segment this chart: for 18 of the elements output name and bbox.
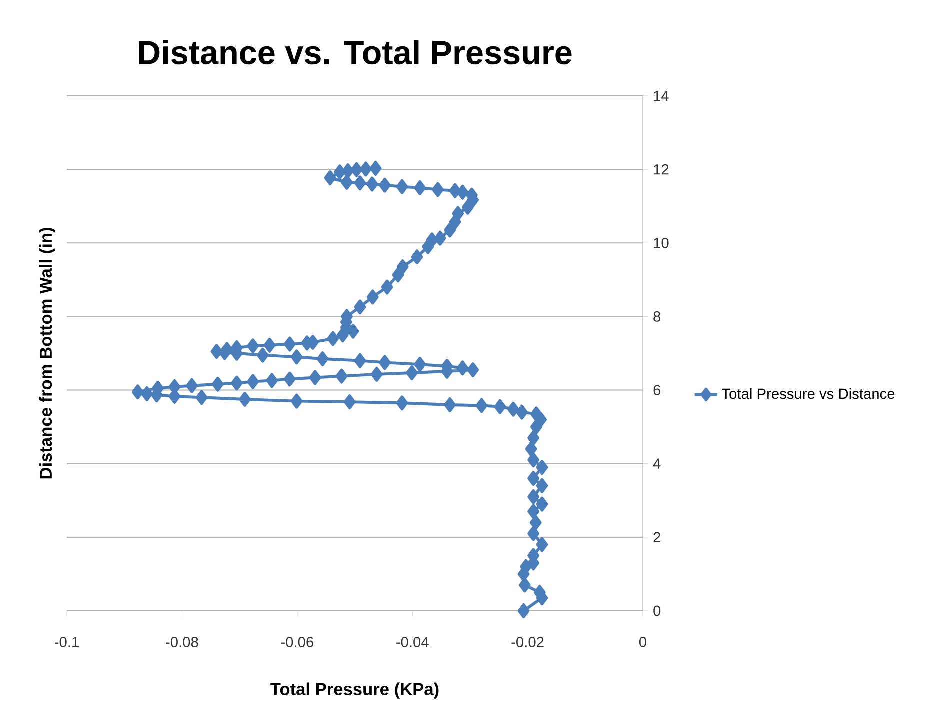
x-tick-label: -0.04 [396,637,429,648]
y-tick-label: 14 [654,90,669,102]
y-tick-label: 0 [654,606,661,616]
chart-title: Distance vs. Total Pressure [139,40,572,65]
legend-label: Total Pressure vs Distance [722,388,895,400]
y-tick-label: 4 [653,458,661,469]
x-tick-label: 0 [639,637,646,648]
y-tick-label: 10 [654,238,669,248]
x-tick-label: -0.06 [281,637,314,648]
y-tick-label: 12 [654,164,669,175]
x-tick-label: -0.02 [512,637,544,648]
y-tick-label: 8 [654,312,661,322]
x-tick-label: -0.1 [55,637,79,648]
y-axis-title: Distance from Bottom Wall (in) [39,228,56,479]
x-tick-label: -0.08 [166,637,198,648]
y-tick-label: 6 [654,385,661,396]
x-axis-title: Total Pressure (KPa) [270,682,439,699]
y-tick-label: 2 [654,532,660,543]
